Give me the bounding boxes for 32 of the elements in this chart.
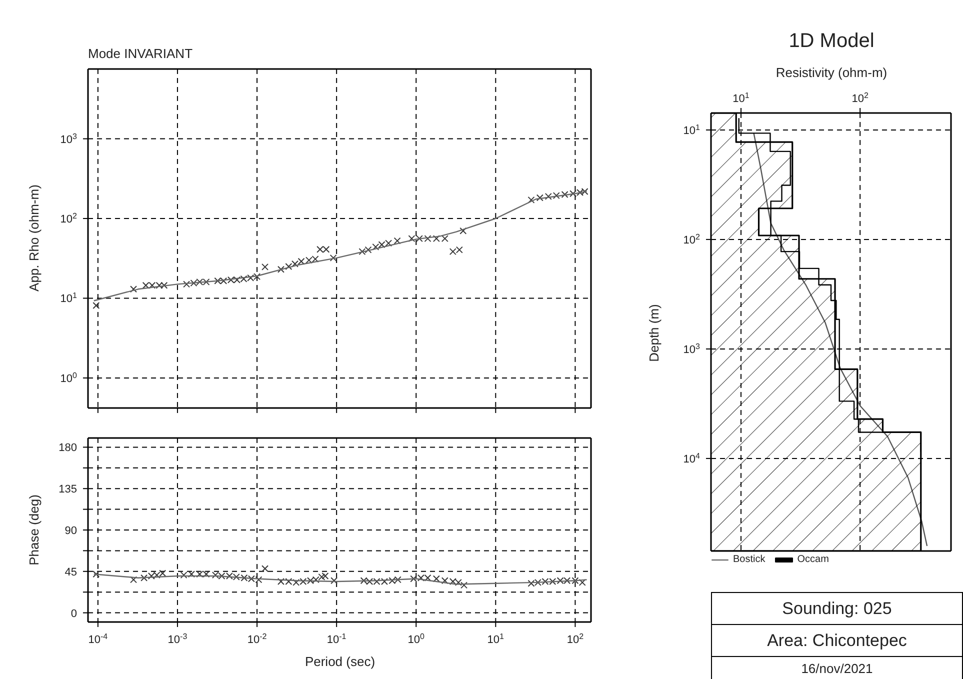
y-tick-label: 0 (70, 608, 77, 620)
y-axis-title: Depth (m) (646, 304, 662, 362)
y-tick-label: 135 (58, 484, 77, 496)
y-tick-label: 10$^{2}$ (683, 232, 701, 246)
y-tick-label: 180 (58, 442, 77, 454)
y-axis-title: App. Rho (ohm-m) (26, 184, 42, 292)
y-tick-label: 10$^{1}$ (683, 122, 701, 137)
x-tick-label: 10$^{-3}$ (168, 632, 188, 646)
x-tick-label: 10$^{2}$ (566, 632, 584, 646)
x-axis-title: Resistivity (ohm-m) (774, 65, 888, 80)
y-tick-label: 10$^{3}$ (683, 341, 701, 356)
x-tick-label: 10$^{-2}$ (247, 632, 268, 646)
y-tick-label: 45 (64, 566, 77, 578)
x-tick-label: 10$^{-1}$ (326, 632, 347, 646)
x-tick-label: 10$^{0}$ (408, 632, 426, 646)
y-tick-label: 10$^{0}$ (60, 370, 78, 385)
text: Area: Chicontepec (712, 625, 962, 657)
text: Sounding: 025 (712, 593, 962, 625)
y-tick-label: 10$^{4}$ (683, 450, 701, 466)
y-tick-label: 90 (64, 525, 77, 537)
y-tick-label: 10$^{1}$ (60, 290, 78, 306)
y-axis-title: Phase (deg) (26, 494, 42, 565)
x-tick-label: 10$^{1}$ (487, 632, 505, 646)
chart-title: 1D Model (788, 30, 876, 53)
chart-title: Mode INVARIANT (88, 46, 193, 61)
text: 16/nov/2021 (800, 660, 874, 678)
legend-label: Bostick (733, 554, 766, 565)
x-axis-title: Period (sec) (304, 654, 376, 669)
legend-label: Occam (797, 554, 829, 565)
y-tick-label: 10$^{2}$ (60, 211, 78, 226)
x-tick-label: 10$^{-4}$ (88, 632, 108, 646)
y-tick-label: 10$^{3}$ (60, 131, 78, 146)
